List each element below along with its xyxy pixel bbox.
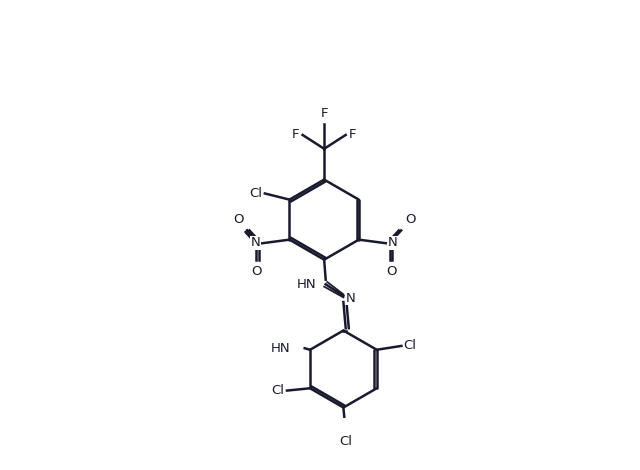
Text: O: O <box>251 265 262 278</box>
Text: F: F <box>321 107 328 120</box>
Text: Cl: Cl <box>250 187 262 200</box>
Text: F: F <box>349 128 356 141</box>
Text: F: F <box>292 128 300 141</box>
Text: Cl: Cl <box>404 339 417 352</box>
Text: O: O <box>233 213 243 226</box>
Text: O: O <box>405 213 415 226</box>
Text: N: N <box>250 236 260 249</box>
Text: Cl: Cl <box>339 435 352 448</box>
Text: HN: HN <box>271 342 291 355</box>
Text: Cl: Cl <box>271 384 285 397</box>
Text: O: O <box>387 265 397 278</box>
Text: HN: HN <box>297 278 316 291</box>
Text: N: N <box>388 236 398 249</box>
Text: N: N <box>346 292 355 305</box>
